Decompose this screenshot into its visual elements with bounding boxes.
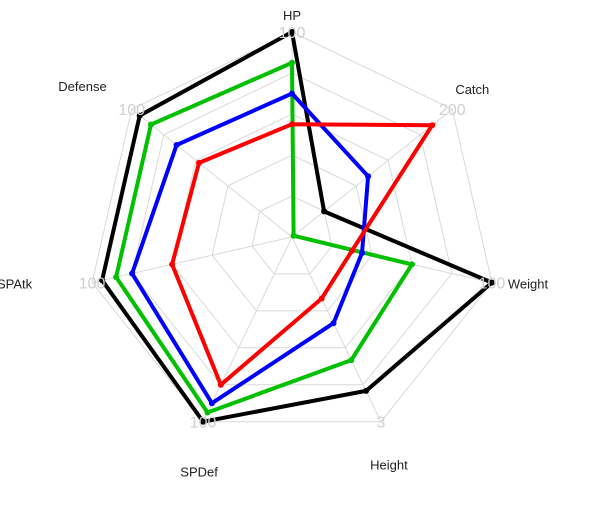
series-3-point-hp [289, 90, 295, 97]
series-3-point-spdef [208, 400, 215, 407]
radar-labels: 100 200 100 3 100 100 100 HP Catch Weight Height SP… [0, 8, 549, 480]
radar-series [99, 28, 496, 425]
spoke-spdef [202, 236, 293, 422]
series-2-point-catch [290, 232, 297, 239]
series-1-point-catch [321, 208, 328, 215]
axis-label-spatk: SPAtk [0, 277, 33, 292]
max-label-hp: 100 [279, 25, 306, 42]
max-label-spatk: 100 [79, 276, 106, 293]
series-3-point-height [330, 320, 337, 327]
max-label-height: 3 [376, 415, 385, 432]
series-4-point-weight [349, 247, 355, 254]
series-4-point-defense [196, 159, 202, 166]
series-1-point-defense [136, 112, 143, 119]
series-3-point-defense [173, 142, 180, 148]
series-1-point-spatk [99, 277, 106, 284]
series-1-point-height [363, 387, 370, 394]
series-line-3 [129, 91, 371, 407]
spoke-height [291, 236, 382, 422]
grid-ring-1 [251, 195, 333, 275]
axis-label-catch: Catch [455, 82, 489, 97]
series-line-4 [169, 122, 436, 389]
series-4-point-spdef [217, 381, 224, 388]
series-3-point-catch [365, 173, 372, 180]
series-3-point-spatk [129, 270, 136, 277]
grid-ring-4 [131, 72, 453, 386]
max-label-catch: 200 [439, 102, 466, 119]
series-line-1 [99, 28, 496, 424]
series-2-point-defense [148, 121, 154, 128]
series-1-point-spdef [200, 418, 207, 425]
axis-label-weight: Weight [508, 277, 549, 292]
axis-label-height: Height [370, 458, 408, 473]
spoke-catch [291, 108, 453, 238]
series-3-point-weight [359, 250, 365, 256]
series-1-point-hp [289, 29, 295, 35]
max-label-spdef: 100 [190, 415, 217, 432]
series-2-point-spdef [204, 409, 211, 416]
series-4-point-spatk [169, 261, 176, 268]
max-label-defense: 100 [118, 102, 145, 119]
series-4-point-height [318, 295, 325, 302]
spoke-spatk [91, 236, 293, 284]
grid-ring-5 [91, 31, 493, 423]
spoke-defense [131, 108, 293, 238]
series-line-2 [113, 59, 416, 415]
series-4-point-catch [429, 122, 436, 129]
axis-label-spdef: SPDef [180, 465, 218, 480]
series-2-point-height [348, 357, 355, 364]
series-2-point-spatk [113, 274, 120, 281]
series-4-point-hp [289, 121, 295, 128]
axis-label-hp: HP [283, 8, 301, 23]
series-1-point-weight [488, 279, 495, 286]
series-2-point-weight [408, 261, 415, 268]
max-label-weight: 100 [479, 276, 506, 293]
series-2-point-hp [289, 59, 295, 66]
grid-ring-3 [171, 113, 413, 349]
axis-label-defense: Defense [58, 79, 106, 94]
grid-ring-2 [211, 154, 373, 312]
